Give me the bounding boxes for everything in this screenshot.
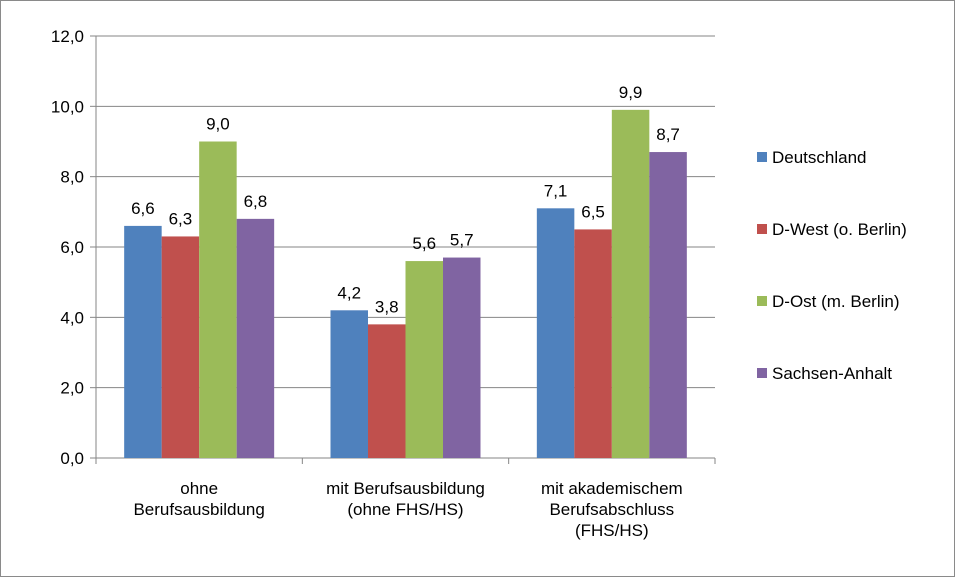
y-tick-label: 12,0 — [51, 27, 84, 46]
data-label: 4,2 — [337, 283, 361, 302]
bar — [405, 261, 443, 458]
bar — [536, 208, 575, 458]
x-category-label: (ohne FHS/HS) — [347, 500, 463, 519]
x-category-label: (FHS/HS) — [575, 521, 649, 540]
data-label: 5,6 — [412, 234, 436, 253]
y-tick-label: 6,0 — [60, 238, 84, 257]
y-tick-label: 8,0 — [60, 168, 84, 187]
bar — [161, 236, 200, 458]
bar — [443, 257, 481, 458]
bar — [330, 310, 368, 458]
x-category-label: mit akademischem — [541, 479, 683, 498]
bar — [368, 324, 406, 458]
x-category-label: ohne — [180, 479, 218, 498]
legend-swatch — [757, 224, 767, 234]
y-tick-label: 0,0 — [60, 449, 84, 468]
data-label: 6,8 — [244, 192, 268, 211]
data-label: 9,9 — [619, 83, 643, 102]
data-label: 6,6 — [131, 199, 155, 218]
bar — [649, 152, 687, 459]
data-label: 7,1 — [544, 181, 568, 200]
bar — [124, 225, 162, 458]
y-tick-label: 4,0 — [60, 308, 84, 327]
legend-label: D-Ost (m. Berlin) — [772, 292, 900, 311]
legend-swatch — [757, 368, 767, 378]
data-label: 8,7 — [656, 125, 680, 144]
data-label: 5,7 — [450, 231, 474, 250]
y-tick-label: 2,0 — [60, 379, 84, 398]
x-category-label: mit Berufsausbildung — [326, 479, 485, 498]
legend-label: D-West (o. Berlin) — [772, 220, 907, 239]
bar — [611, 109, 650, 458]
bar — [574, 229, 612, 458]
legend-label: Deutschland — [772, 148, 867, 167]
data-label: 9,0 — [206, 115, 230, 134]
x-category-label: Berufsabschluss — [549, 500, 674, 519]
bar — [236, 218, 275, 458]
data-label: 6,5 — [581, 202, 605, 221]
legend-swatch — [757, 296, 767, 306]
bar — [199, 141, 237, 458]
legend-label: Sachsen-Anhalt — [772, 364, 892, 383]
x-category-label: Berufsausbildung — [133, 500, 264, 519]
data-label: 3,8 — [375, 297, 399, 316]
y-tick-label: 10,0 — [51, 97, 84, 116]
data-label: 6,3 — [169, 209, 193, 228]
legend-swatch — [757, 152, 767, 162]
